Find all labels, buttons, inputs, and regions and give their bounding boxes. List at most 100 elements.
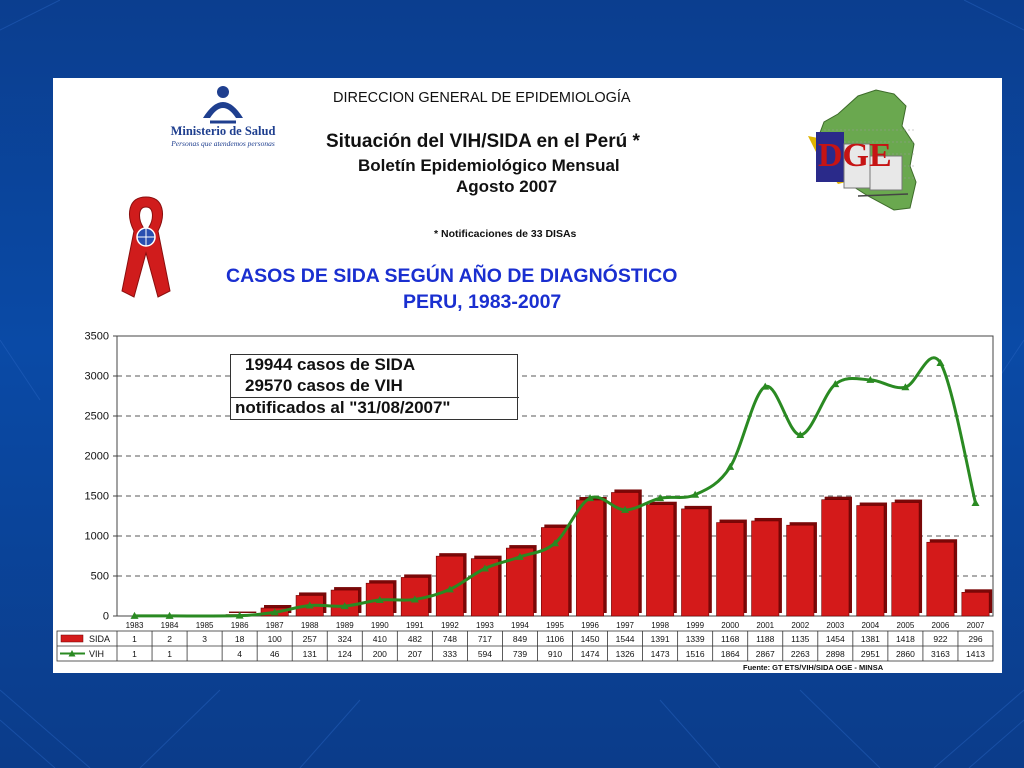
point-vih xyxy=(480,564,489,572)
red-ribbon-icon xyxy=(121,196,171,298)
table-cell-vih: 2263 xyxy=(791,649,810,659)
x-tick-label: 1985 xyxy=(196,621,214,630)
x-tick-label: 2007 xyxy=(967,621,985,630)
point-vih xyxy=(866,375,875,383)
bar-sida xyxy=(576,499,605,617)
table-cell-vih: 333 xyxy=(443,649,457,659)
point-vih xyxy=(621,505,630,513)
x-tick-label: 1986 xyxy=(231,621,249,630)
bar-sida xyxy=(926,541,955,617)
x-tick-label: 2002 xyxy=(791,621,809,630)
y-tick-label: 500 xyxy=(91,571,109,583)
table-cell-vih: 2860 xyxy=(896,649,915,659)
point-vih xyxy=(375,596,384,603)
table-cell-vih: 1864 xyxy=(721,649,740,659)
table-cell-vih: 4 xyxy=(237,649,242,659)
legend-label-sida: SIDA xyxy=(89,634,110,644)
page-title: Situación del VIH/SIDA en el Perú * xyxy=(326,131,640,152)
table-cell-vih: 594 xyxy=(478,649,492,659)
y-tick-label: 3500 xyxy=(85,331,109,343)
point-vih xyxy=(796,430,805,438)
chart-title: CASOS DE SIDA SEGÚN AÑO DE DIAGNÓSTICO xyxy=(226,265,678,287)
point-vih xyxy=(761,382,770,390)
x-tick-label: 1993 xyxy=(476,621,494,630)
y-tick-label: 1000 xyxy=(85,531,109,543)
table-cell-vih: 739 xyxy=(513,649,527,659)
point-vih xyxy=(901,383,910,391)
point-vih xyxy=(410,595,419,603)
x-tick-label: 1984 xyxy=(161,621,179,630)
point-vih xyxy=(305,601,314,609)
table-cell-sida: 1391 xyxy=(651,634,670,644)
point-vih xyxy=(656,494,665,502)
legend-label-vih: VIH xyxy=(89,649,104,659)
bar-sida xyxy=(891,502,920,617)
table-cell-vih: 1 xyxy=(167,649,172,659)
table-cell-sida: 324 xyxy=(338,634,352,644)
bar-shadow xyxy=(228,611,257,613)
bar-sida xyxy=(751,520,780,617)
point-vih xyxy=(270,608,279,616)
table-cell-sida: 257 xyxy=(303,634,317,644)
table-cell-sida: 3 xyxy=(202,634,207,644)
table-cell-sida: 18 xyxy=(235,634,245,644)
ministry-tagline: Personas que atendemos personas xyxy=(171,139,275,148)
bar-sida xyxy=(470,558,499,617)
x-tick-label: 1989 xyxy=(336,621,354,630)
point-vih xyxy=(235,611,244,619)
x-tick-label: 2000 xyxy=(721,621,739,630)
ministry-name: Ministerio de Salud xyxy=(170,124,276,138)
table-cell-sida: 1450 xyxy=(581,634,600,644)
legend-marker-vih xyxy=(68,650,76,657)
table-cell-sida: 1 xyxy=(132,634,137,644)
table-cell-vih: 1 xyxy=(132,649,137,659)
ministry-logo-icon xyxy=(203,86,243,124)
table-cell-vih: 124 xyxy=(338,649,352,659)
table-cell-sida: 100 xyxy=(268,634,282,644)
bar-sida xyxy=(961,592,990,617)
point-vih xyxy=(165,611,174,619)
table-cell-vih: 1516 xyxy=(686,649,705,659)
x-tick-label: 1996 xyxy=(581,621,599,630)
x-tick-label: 1990 xyxy=(371,621,389,630)
table-cell-sida: 1135 xyxy=(791,634,810,644)
legend-key-sida xyxy=(60,634,84,643)
point-vih xyxy=(971,498,980,506)
table-cell-sida: 849 xyxy=(513,634,527,644)
table-cell-sida: 1418 xyxy=(896,634,915,644)
table-cell-sida: 1188 xyxy=(756,634,775,644)
bar-sida xyxy=(611,492,640,617)
table-cell-sida: 1544 xyxy=(616,634,635,644)
x-tick-label: 2004 xyxy=(861,621,879,630)
source-note: Fuente: GT ETS/VIH/SIDA OGE - MINSA xyxy=(743,663,884,672)
bar-sida xyxy=(716,522,745,617)
table-cell-vih: 1474 xyxy=(581,649,600,659)
x-tick-label: 1997 xyxy=(616,621,634,630)
point-vih xyxy=(130,611,139,619)
summary-notified-date: notificados al "31/08/2007" xyxy=(231,397,519,420)
bulletin-title: Boletín Epidemiológico Mensual xyxy=(358,156,620,175)
table-cell-vih: 1473 xyxy=(651,649,670,659)
table-cell-vih: 2951 xyxy=(861,649,880,659)
x-tick-label: 1998 xyxy=(651,621,669,630)
y-tick-label: 1500 xyxy=(85,491,109,503)
table-cell-sida: 1381 xyxy=(861,634,880,644)
x-tick-label: 2001 xyxy=(756,621,774,630)
point-vih xyxy=(936,358,945,366)
point-vih xyxy=(691,490,700,498)
bar-sida xyxy=(541,527,569,617)
x-tick-label: 1983 xyxy=(126,621,144,630)
point-vih xyxy=(726,462,735,470)
directorate-title: DIRECCION GENERAL DE EPIDEMIOLOGÍA xyxy=(333,90,631,106)
chart-plot: 0 500 1000 1500 2000 2500 3000 3500 1983 1984 1985… xyxy=(56,331,994,662)
x-tick-label: 1991 xyxy=(406,621,424,630)
table-cell-sida: 1339 xyxy=(686,634,705,644)
table-cell-sida: 482 xyxy=(408,634,422,644)
y-tick-label: 0 xyxy=(103,611,109,623)
x-tick-label: 1988 xyxy=(301,621,319,630)
bar-sida xyxy=(786,524,815,617)
point-vih xyxy=(831,380,840,388)
dge-peru-map-icon: DGE xyxy=(808,89,917,211)
point-vih xyxy=(586,494,595,502)
